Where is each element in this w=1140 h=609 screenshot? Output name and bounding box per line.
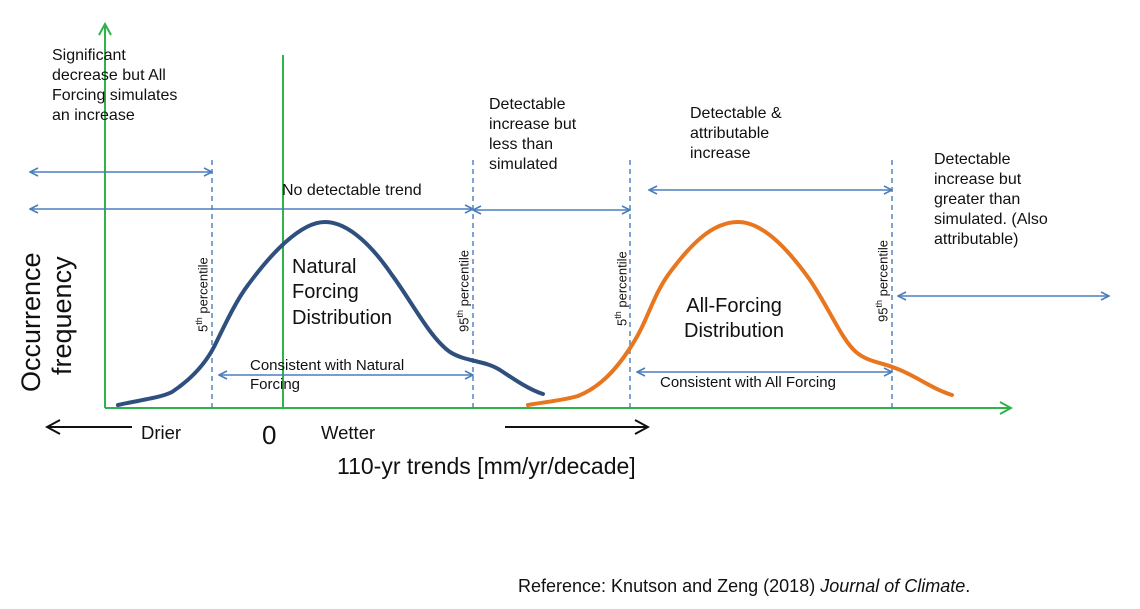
wetter-label: Wetter (321, 422, 376, 443)
no-detectable-trend-label: No detectable trend (282, 182, 422, 199)
consistent-natural-label: Consistent with Natural Forcing (250, 357, 405, 393)
detectable-less-label: Detectable increase but less than simula… (489, 96, 577, 173)
natural-5th-percentile-label: 5th percentile (194, 257, 211, 332)
zero-label: 0 (262, 420, 277, 450)
reference-citation: Reference: Knutson and Zeng (2018) Journ… (518, 576, 971, 596)
all-5th-percentile-label: 5th percentile (613, 251, 630, 326)
significant-decrease-label: Significant decrease but All Forcing sim… (52, 47, 178, 124)
all-95th-percentile-label: 95th percentile (874, 240, 891, 322)
all-forcing-curve (526, 219, 954, 407)
natural-forcing-distribution-label: Natural Forcing Distribution (292, 256, 393, 329)
y-axis-label-line2: frequency (47, 256, 78, 375)
y-axis-label-line1: Occurrence (16, 252, 46, 392)
x-axis-label: 110-yr trends [mm/yr/decade] (337, 453, 636, 479)
drier-label: Drier (141, 422, 182, 443)
all-forcing-distribution-label: All-Forcing Distribution (684, 295, 785, 343)
natural-forcing-curve (116, 219, 545, 407)
consistent-all-label: Consistent with All Forcing (660, 374, 836, 391)
natural-95th-percentile-label: 95th percentile (455, 250, 472, 332)
y-axis-label: Occurrence frequency (16, 252, 78, 392)
detectable-greater-label: Detectable increase but greater than sim… (934, 151, 1048, 248)
detectable-attributable-label: Detectable & attributable increase (690, 105, 782, 162)
